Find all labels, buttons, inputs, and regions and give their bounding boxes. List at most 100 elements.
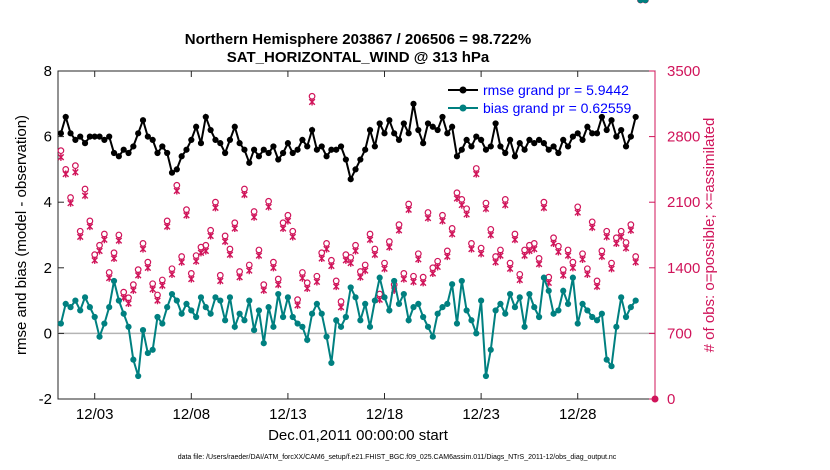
obs-assimilated-marker bbox=[497, 252, 504, 260]
bias-point bbox=[284, 294, 292, 301]
obs-assimilated-marker bbox=[530, 245, 538, 253]
rmse-point bbox=[67, 130, 74, 137]
rmse-point bbox=[318, 143, 325, 150]
rmse-point bbox=[333, 146, 340, 153]
obs-assimilated-marker bbox=[250, 213, 258, 221]
bias-point bbox=[613, 323, 620, 330]
rmse-point bbox=[178, 153, 185, 160]
obs-possible-marker bbox=[352, 241, 359, 249]
obs-assimilated-marker bbox=[477, 250, 485, 258]
obs-assimilated-marker bbox=[57, 153, 65, 161]
obs-possible-marker bbox=[376, 290, 384, 298]
rmse-point bbox=[598, 113, 605, 121]
rmse-point bbox=[574, 130, 581, 137]
obs-possible-marker bbox=[313, 272, 321, 280]
rmse-point bbox=[72, 136, 79, 143]
rmse-point bbox=[569, 133, 576, 140]
obs-possible-marker bbox=[105, 269, 113, 276]
obs-possible-marker bbox=[207, 226, 215, 234]
x-tick-label: 12/13 bbox=[269, 406, 307, 423]
rmse-point bbox=[304, 143, 311, 150]
obs-possible-marker bbox=[579, 250, 586, 258]
bias-point bbox=[241, 317, 248, 324]
obs-assimilated-marker bbox=[395, 226, 403, 234]
obs-possible-marker bbox=[202, 241, 210, 249]
obs-assimilated-marker bbox=[332, 282, 340, 291]
bias-point bbox=[482, 372, 490, 380]
obs-assimilated-marker bbox=[526, 247, 533, 255]
bias-point bbox=[574, 320, 581, 327]
bias-point bbox=[106, 304, 113, 311]
obs-assimilated-marker bbox=[482, 205, 490, 213]
obs-possible-marker bbox=[569, 258, 577, 266]
obs-possible-marker bbox=[434, 257, 442, 265]
obs-assimilated-marker bbox=[410, 278, 417, 286]
obs-assimilated-marker bbox=[76, 233, 84, 241]
rmse-point bbox=[376, 120, 383, 127]
bias-point bbox=[516, 294, 523, 301]
y-right-tick-label: 3500 bbox=[667, 63, 700, 80]
bias-point bbox=[91, 313, 98, 321]
obs-possible-marker bbox=[323, 240, 330, 247]
obs-assimilated-marker bbox=[386, 243, 393, 251]
bias-point bbox=[506, 290, 514, 298]
bias-point bbox=[526, 290, 533, 298]
rmse-point bbox=[603, 126, 610, 134]
obs-possible-marker bbox=[371, 245, 379, 253]
obs-assimilated-marker bbox=[67, 199, 74, 207]
obs-possible-marker bbox=[250, 208, 258, 215]
obs-possible-marker bbox=[308, 92, 316, 100]
bias-point bbox=[183, 300, 190, 307]
rmse-point bbox=[164, 149, 171, 157]
x-tick-label: 12/28 bbox=[559, 406, 597, 423]
obs-assimilated-marker bbox=[569, 264, 577, 272]
bias-point bbox=[77, 307, 84, 314]
rmse-point bbox=[115, 153, 122, 160]
bias-point bbox=[57, 320, 64, 327]
obs-assimilated-marker bbox=[260, 286, 268, 294]
bias-point bbox=[584, 307, 591, 314]
obs-possible-marker bbox=[540, 198, 548, 206]
obs-assimilated-marker bbox=[366, 236, 374, 244]
obs-assimilated-marker bbox=[415, 255, 422, 263]
x-axis: 12/03 12/08 12/13 12/18 12/23 12/28 bbox=[76, 71, 597, 423]
rmse-point bbox=[545, 146, 552, 153]
bias-point bbox=[593, 317, 601, 324]
rmse-point bbox=[202, 113, 209, 121]
obs-possible-marker bbox=[468, 240, 475, 247]
rmse-point bbox=[439, 113, 446, 121]
obs-assimilated-marker bbox=[468, 245, 475, 253]
rmse-point bbox=[246, 159, 253, 166]
y-axis-right-label: # of obs: o=possible; ×=assimilated bbox=[701, 118, 718, 353]
rmse-point bbox=[381, 130, 388, 137]
bias-point bbox=[395, 300, 403, 307]
bias-point bbox=[173, 297, 180, 304]
bias-point bbox=[86, 304, 93, 311]
rmse-point bbox=[463, 136, 470, 143]
obs-assimilated-marker bbox=[448, 230, 456, 238]
bias-point bbox=[96, 333, 103, 340]
obs-possible-marker bbox=[559, 266, 567, 274]
obs-assimilated-marker bbox=[101, 236, 108, 244]
obs-possible-marker bbox=[439, 211, 446, 219]
obs-assimilated-marker bbox=[323, 245, 330, 253]
obs-assimilated-marker bbox=[72, 168, 79, 176]
bias-point bbox=[275, 290, 282, 298]
bias-point bbox=[545, 287, 552, 294]
rmse-point bbox=[516, 140, 523, 147]
rmse-point bbox=[540, 140, 548, 147]
rmse-point bbox=[555, 149, 562, 157]
obs-possible-marker bbox=[158, 276, 166, 284]
bias-point bbox=[333, 317, 340, 324]
bias-point bbox=[386, 307, 393, 314]
obs-assimilated-marker bbox=[472, 170, 480, 178]
obs-assimilated-marker bbox=[328, 262, 335, 270]
obs-possible-marker bbox=[154, 291, 161, 299]
rmse-point bbox=[415, 126, 422, 134]
bias-point bbox=[135, 372, 142, 380]
obs-possible-marker bbox=[168, 265, 176, 273]
x-axis-label: Dec.01,2011 00:00:00 start bbox=[268, 427, 449, 444]
bias-point bbox=[366, 323, 374, 330]
legend: rmse grand pr = 5.9442 bias grand pr = 0.… bbox=[448, 82, 631, 116]
rmse-point bbox=[222, 149, 229, 157]
